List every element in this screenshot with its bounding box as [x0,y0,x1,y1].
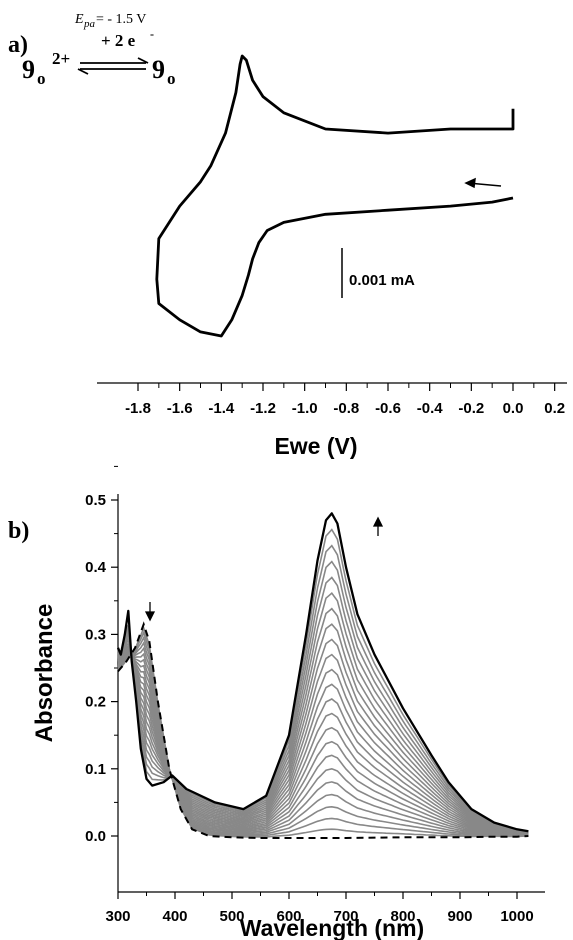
intermediate-spectrum [117,607,529,834]
intermediate-spectrum [117,544,529,833]
panel-b-y-tick-label: 0.3 [85,626,106,643]
panel-b-x-tick-label: 600 [276,908,301,925]
panel-a-x-tick-label: -0.8 [333,400,359,417]
panel-a-x-tick-label: 0.0 [503,400,524,417]
reactant-label: 9 [22,55,35,84]
panel-a-x-tick-label: -1.8 [125,400,151,417]
panel-b-y-tick-label: 0.1 [85,761,106,778]
intermediate-spectra [117,528,529,838]
intermediate-spectrum [117,592,529,834]
intermediate-spectrum [117,528,529,833]
sweep-direction-arrow [464,177,502,189]
panel-a: a) E pa = - 1.5 V + 2 e - 9 o 2+ 9 o [8,12,567,459]
intermediate-spectrum [117,638,529,835]
intermediate-spectrum [117,636,529,834]
panel-a-x-tick-label: 0.2 [544,400,565,417]
product-subscript: o [167,69,176,88]
panel-b-x-tick-label: 1000 [500,908,533,925]
intermediate-spectrum [117,623,529,834]
panel-b-ticks: 300 400 500 600 700 800 900 1000 0.0 0.1 0.2 0.3 0.4… [85,465,534,925]
intermediate-spectrum [117,644,529,835]
panel-b-y-tick-label: 0.4 [85,559,107,576]
panel-a-x-tick-label: -0.4 [417,400,444,417]
electrons-superscript: - [150,27,154,41]
panel-a-label: a) [8,32,28,58]
intermediate-spectrum [117,560,529,833]
intermediate-spectrum [117,640,529,835]
equilibrium-arrows [77,57,149,75]
increase-arrow [372,516,384,536]
panel-b-x-tick-label: 900 [447,908,472,925]
panel-b-y-tick-label: 0.5 [85,492,106,509]
panel-a-x-axis-label: Ewe (V) [274,433,357,459]
intermediate-spectrum [117,576,529,833]
cv-trace [155,54,515,338]
panel-b-x-tick-label: 400 [162,908,187,925]
panel-b-y-axis-label: Absorbance [31,604,58,743]
intermediate-spectrum [117,642,529,835]
reaction-annotation: E pa = - 1.5 V + 2 e - 9 o 2+ 9 o [22,12,176,88]
epa-value: = - 1.5 V [96,12,146,27]
current-scale-bar: 0.001 mA [341,248,415,298]
reactant-superscript: 2+ [52,49,70,68]
panel-a-x-tick-label: -1.4 [208,400,235,417]
scale-bar-label: 0.001 mA [349,272,415,289]
decrease-arrow [144,602,156,622]
panel-b-y-tick-label: 0.2 [85,694,106,711]
panel-b-y-tick-label: 0.0 [85,828,106,845]
panel-b-x-tick-label: 300 [105,908,130,925]
epa-symbol: E [74,12,84,27]
product-label: 9 [152,55,165,84]
panel-b-x-tick-label: 800 [390,908,415,925]
panel-b-x-axis-label: Wavelength (nm) [240,915,424,940]
intermediate-spectrum [117,643,529,835]
reactant-subscript: o [37,69,46,88]
panel-b-x-tick-label: 500 [219,908,244,925]
panel-a-x-tick-label: -1.2 [250,400,276,417]
panel-a-x-tick-label: -1.6 [167,400,193,417]
panel-a-x-axis: -1.8 -1.6 -1.4 -1.2 -1.0 -0.8 -0.6 -0.4 -0.2 0.0 0… [97,382,567,417]
panel-b-x-tick-label: 700 [333,908,358,925]
panel-b: b) 300 400 500 600 700 800 900 1000 0.0 0.1 0.2 0.3… [8,465,545,940]
final-spectrum-solid [116,512,529,833]
panel-a-x-tick-label: -1.0 [292,400,318,417]
panel-b-label: b) [8,518,29,544]
initial-spectrum-dashed [117,621,529,839]
panel-a-x-tick-label: -0.6 [375,400,401,417]
intermediate-spectrum [118,645,529,836]
electrons-label: + 2 e [101,31,136,50]
epa-subscript: pa [83,18,96,30]
panel-a-x-tick-label: -0.2 [458,400,484,417]
